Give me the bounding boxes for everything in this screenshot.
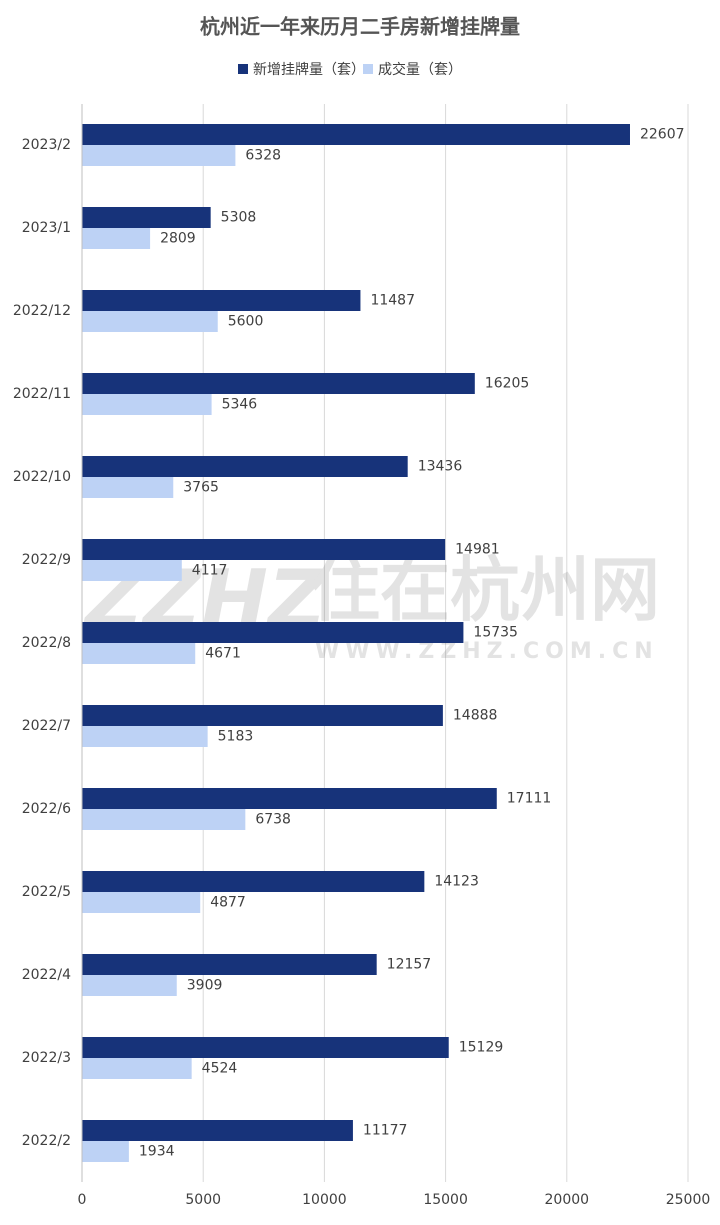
y-tick-label: 2022/8 [22, 635, 71, 651]
data-label: 4117 [192, 563, 228, 579]
data-label: 15129 [459, 1040, 504, 1056]
data-label: 5183 [218, 729, 254, 745]
bar [82, 1120, 353, 1141]
data-label: 14888 [453, 708, 498, 724]
legend-label: 新增挂牌量（套） [253, 61, 365, 78]
data-label: 4877 [210, 895, 246, 911]
y-tick-label: 2022/7 [22, 718, 71, 734]
data-label: 5308 [221, 210, 257, 226]
bar [82, 622, 464, 643]
bar [82, 975, 177, 996]
data-label: 14981 [455, 542, 500, 558]
bar [82, 1037, 449, 1058]
data-label: 17111 [507, 791, 552, 807]
data-label: 4671 [205, 646, 241, 662]
bar [82, 394, 212, 415]
bar [82, 290, 361, 311]
data-label: 11487 [370, 293, 415, 309]
bar [82, 705, 443, 726]
bar [82, 560, 182, 581]
legend-label: 成交量（套） [378, 61, 462, 78]
bar [82, 124, 630, 145]
bar [82, 228, 151, 249]
watermark-url: WWW.ZZHZ.COM.CN [315, 639, 659, 664]
data-label: 3765 [183, 480, 219, 496]
bar [82, 892, 201, 913]
x-tick-label: 20000 [545, 1192, 590, 1208]
bar [82, 456, 408, 477]
bar [82, 788, 497, 809]
y-tick-label: 2023/1 [22, 220, 71, 236]
data-label: 11177 [363, 1123, 408, 1139]
y-tick-label: 2022/12 [13, 303, 71, 319]
legend-swatch [363, 64, 373, 74]
bar [82, 726, 208, 747]
bar [82, 1141, 129, 1162]
x-tick-label: 15000 [423, 1192, 468, 1208]
data-label: 22607 [640, 127, 685, 143]
bar [82, 539, 446, 560]
data-label: 13436 [418, 459, 463, 475]
data-label: 12157 [387, 957, 432, 973]
bar [82, 373, 475, 394]
legend-swatch [238, 64, 248, 74]
bar [82, 207, 211, 228]
bar [82, 145, 236, 166]
x-tick-label: 0 [78, 1192, 87, 1208]
bar [82, 311, 218, 332]
data-label: 1934 [139, 1144, 175, 1160]
y-tick-label: 2022/10 [13, 469, 71, 485]
y-tick-label: 2022/4 [22, 967, 71, 983]
data-label: 14123 [434, 874, 479, 890]
bar [82, 871, 425, 892]
bar [82, 1058, 192, 1079]
data-label: 2809 [160, 231, 196, 247]
data-label: 15735 [473, 625, 518, 641]
bar [82, 643, 196, 664]
y-tick-label: 2022/6 [22, 801, 71, 817]
data-label: 6738 [255, 812, 291, 828]
x-tick-label: 25000 [666, 1192, 711, 1208]
y-tick-label: 2022/11 [13, 386, 71, 402]
data-label: 5346 [222, 397, 258, 413]
data-label: 6328 [245, 148, 281, 164]
y-tick-label: 2022/9 [22, 552, 71, 568]
chart-title: 杭州近一年来历月二手房新增挂牌量 [200, 15, 520, 39]
data-label: 16205 [485, 376, 530, 392]
watermark-text: 住在杭州网 [310, 549, 660, 631]
x-tick-label: 10000 [302, 1192, 347, 1208]
data-label: 4524 [202, 1061, 238, 1077]
y-tick-label: 2023/2 [22, 137, 71, 153]
bar [82, 954, 377, 975]
data-label: 5600 [228, 314, 264, 330]
y-tick-label: 2022/2 [22, 1133, 71, 1149]
x-tick-label: 5000 [185, 1192, 221, 1208]
bar [82, 477, 174, 498]
y-tick-label: 2022/3 [22, 1050, 71, 1066]
y-tick-label: 2022/5 [22, 884, 71, 900]
data-label: 3909 [187, 978, 223, 994]
bar [82, 809, 246, 830]
